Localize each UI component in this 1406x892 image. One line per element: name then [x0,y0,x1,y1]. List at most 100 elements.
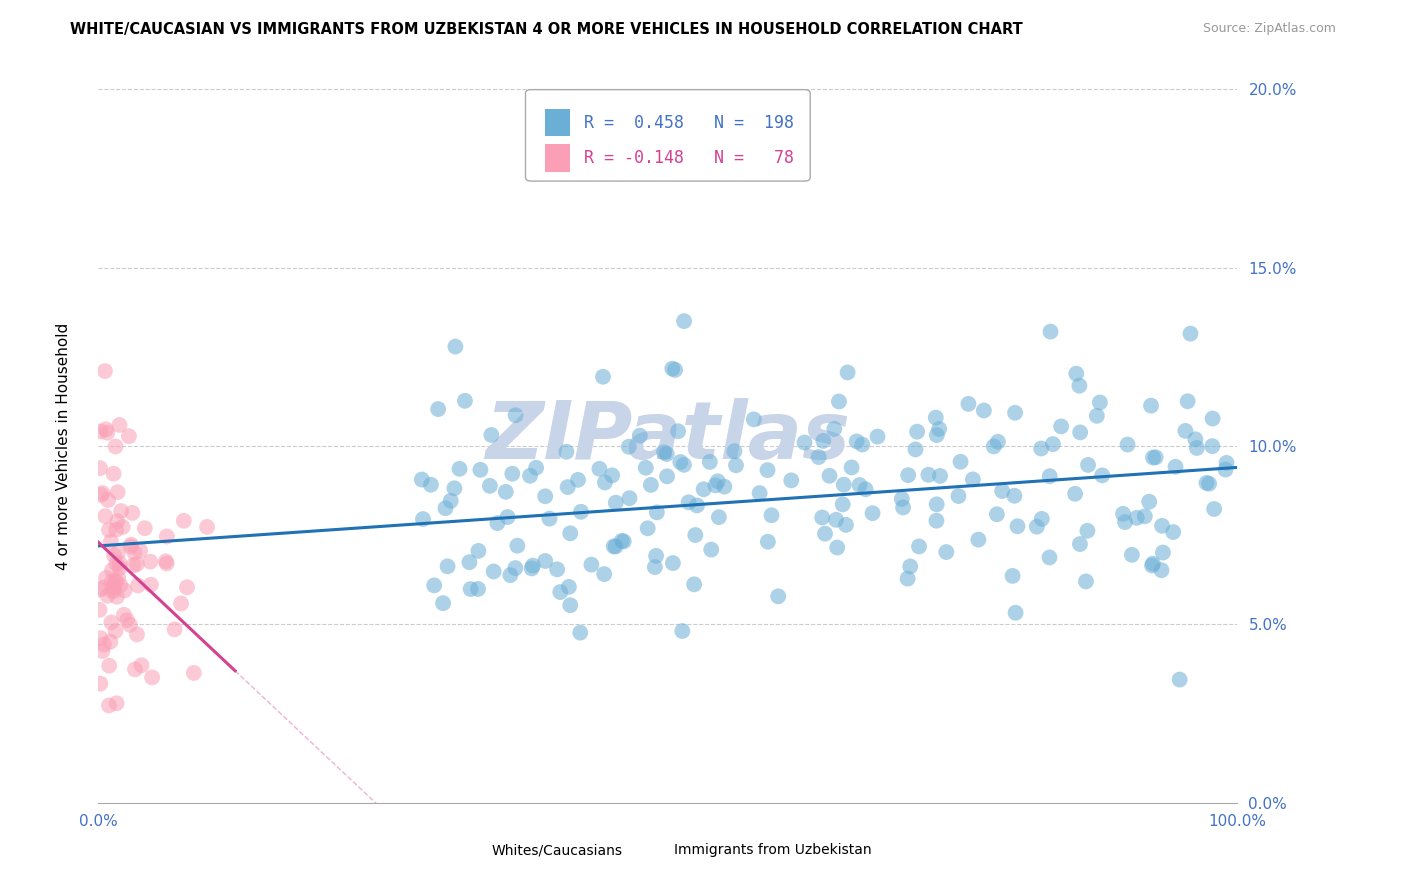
Point [1184,433,1206,447]
Point [1174,424,1197,438]
Point [605,540,627,554]
Point [1152,545,1174,559]
Point [155,554,177,568]
Point [100,615,122,630]
Point [134,521,156,535]
Point [1069,378,1091,392]
Point [557,480,579,494]
Point [107,485,129,500]
Point [1069,537,1091,551]
Point [501,467,523,481]
Point [112,607,135,622]
Point [1201,411,1223,425]
Point [908,540,931,554]
Point [131,658,153,673]
Point [195,520,218,534]
Point [761,508,783,523]
Point [1091,468,1114,483]
Point [605,496,627,510]
Point [94,422,117,436]
Point [828,394,851,409]
Point [110,578,132,592]
Point [89,461,111,475]
Point [645,505,668,519]
Point [1042,437,1064,451]
Point [121,506,143,520]
Text: ZIPatlas: ZIPatlas [485,398,851,476]
Point [925,428,948,442]
Point [103,549,125,563]
Point [704,478,727,492]
Point [1195,475,1218,490]
Point [1039,469,1062,483]
Point [1150,563,1173,577]
Point [120,540,142,554]
Point [652,445,675,459]
Point [101,563,124,577]
Point [1137,494,1160,508]
Point [967,533,990,547]
Point [793,435,815,450]
Point [108,417,131,432]
Point [156,557,179,571]
Point [756,534,779,549]
Point [522,558,544,573]
Point [1050,419,1073,434]
Point [862,506,884,520]
Point [1125,511,1147,525]
Point [91,486,114,500]
Point [825,541,848,555]
Point [97,523,120,537]
Point [898,559,921,574]
Point [1001,569,1024,583]
Point [848,478,870,492]
Point [845,434,868,449]
Point [105,590,128,604]
Point [678,495,700,509]
Point [628,428,651,442]
Point [496,510,519,524]
Point [645,549,668,563]
Point [1198,476,1220,491]
Point [1066,367,1088,381]
Point [823,422,845,436]
Point [486,516,509,530]
Point [925,497,948,511]
Point [118,617,141,632]
Point [110,504,132,518]
Point [1121,548,1143,562]
FancyBboxPatch shape [546,144,569,171]
Point [948,489,970,503]
Point [107,545,129,559]
Point [548,585,571,599]
Point [813,434,835,448]
Point [671,624,693,638]
Point [139,577,162,591]
Point [1204,502,1226,516]
Point [814,526,837,541]
Point [603,540,626,554]
Point [419,477,441,491]
Point [835,517,858,532]
Point [141,670,163,684]
Point [127,578,149,592]
Point [411,473,433,487]
Point [125,557,148,571]
Point [100,534,122,549]
Point [176,580,198,594]
Point [1029,442,1052,456]
Point [427,402,450,417]
Point [866,429,889,443]
Point [124,662,146,676]
Point [1215,456,1237,470]
Point [89,582,111,597]
Point [91,581,114,595]
Point [89,603,111,617]
Point [569,505,592,519]
Point [1077,458,1099,472]
FancyBboxPatch shape [640,839,666,862]
Point [434,501,457,516]
Point [105,696,128,710]
Point [104,574,127,589]
Point [103,583,125,598]
